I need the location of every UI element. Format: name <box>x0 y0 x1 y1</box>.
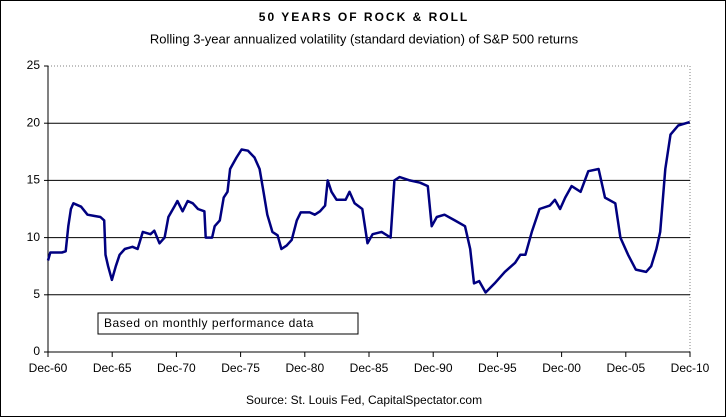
y-tick-label: 10 <box>27 230 41 244</box>
x-tick-label: Dec-10 <box>671 361 710 375</box>
x-tick-label: Dec-95 <box>478 361 517 375</box>
x-tick-label: Dec-60 <box>29 361 68 375</box>
chart-title: 50 YEARS OF ROCK & ROLL <box>259 10 469 24</box>
y-tick-label: 25 <box>27 58 41 72</box>
y-tick-label: 0 <box>33 344 40 358</box>
x-tick-label: Dec-85 <box>350 361 389 375</box>
plot-area <box>47 65 691 353</box>
x-tick-label: Dec-65 <box>93 361 132 375</box>
annotation: Based on monthly performance data <box>104 316 314 330</box>
x-tick-label: Dec-90 <box>414 361 453 375</box>
x-tick-label: Dec-75 <box>221 361 260 375</box>
x-tick-label: Dec-05 <box>606 361 645 375</box>
chart-subtitle: Rolling 3-year annualized volatility (st… <box>150 31 579 46</box>
y-tick-label: 20 <box>27 115 41 129</box>
x-tick-label: Dec-80 <box>285 361 324 375</box>
volatility-line <box>46 120 691 294</box>
annotation-box <box>97 312 359 335</box>
x-tick-label: Dec-00 <box>542 361 581 375</box>
y-tick-label: 15 <box>27 173 41 187</box>
x-tick-label: Dec-70 <box>157 361 196 375</box>
y-tick-label: 5 <box>33 287 40 301</box>
source-note: Source: St. Louis Fed, CapitalSpectator.… <box>246 393 482 407</box>
